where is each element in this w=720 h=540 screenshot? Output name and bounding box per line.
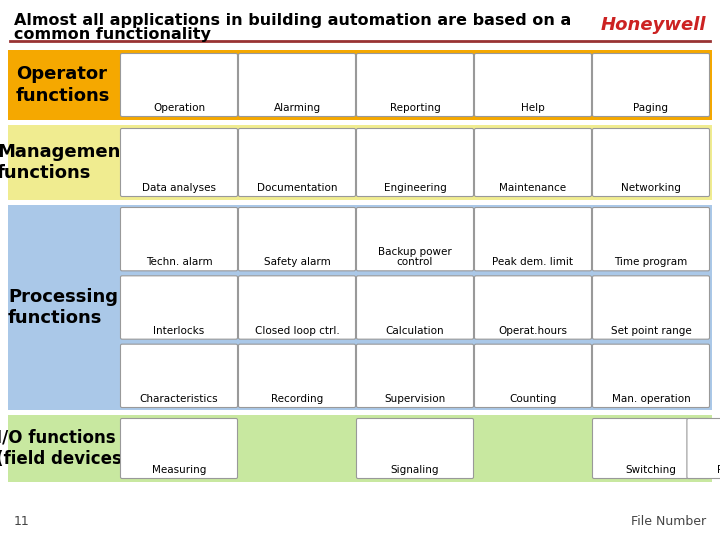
Text: Switching: Switching <box>626 465 676 475</box>
Text: Techn. alarm: Techn. alarm <box>145 258 212 267</box>
FancyBboxPatch shape <box>474 344 592 408</box>
Text: Documentation: Documentation <box>257 183 337 193</box>
Text: Honeywell: Honeywell <box>600 16 706 34</box>
FancyBboxPatch shape <box>356 129 474 197</box>
Text: 11: 11 <box>14 515 30 528</box>
Bar <box>8 415 712 482</box>
FancyBboxPatch shape <box>593 344 709 408</box>
FancyBboxPatch shape <box>593 53 709 117</box>
Bar <box>8 125 712 200</box>
Text: Counting: Counting <box>509 394 557 404</box>
Text: Peak dem. limit: Peak dem. limit <box>492 258 574 267</box>
FancyBboxPatch shape <box>356 418 474 478</box>
FancyBboxPatch shape <box>238 53 356 117</box>
Text: Signaling: Signaling <box>391 465 439 475</box>
FancyBboxPatch shape <box>120 207 238 271</box>
Text: Alarming: Alarming <box>274 103 320 113</box>
Text: Set point range: Set point range <box>611 326 691 336</box>
Text: Data analyses: Data analyses <box>142 183 216 193</box>
Text: Time program: Time program <box>614 258 688 267</box>
FancyBboxPatch shape <box>120 276 238 339</box>
FancyBboxPatch shape <box>120 344 238 408</box>
FancyBboxPatch shape <box>120 418 238 478</box>
Text: Calculation: Calculation <box>386 326 444 336</box>
FancyBboxPatch shape <box>238 276 356 339</box>
FancyBboxPatch shape <box>356 344 474 408</box>
Text: File Number: File Number <box>631 515 706 528</box>
Text: Help: Help <box>521 103 545 113</box>
Text: Man. operation: Man. operation <box>611 394 690 404</box>
Text: Characteristics: Characteristics <box>140 394 218 404</box>
FancyBboxPatch shape <box>238 344 356 408</box>
FancyBboxPatch shape <box>356 53 474 117</box>
FancyBboxPatch shape <box>474 53 592 117</box>
Text: Operation: Operation <box>153 103 205 113</box>
FancyBboxPatch shape <box>356 276 474 339</box>
FancyBboxPatch shape <box>593 207 709 271</box>
FancyBboxPatch shape <box>593 418 709 478</box>
Text: Backup power
control: Backup power control <box>378 247 452 267</box>
Bar <box>8 50 712 120</box>
Text: Networking: Networking <box>621 183 681 193</box>
FancyBboxPatch shape <box>474 129 592 197</box>
FancyBboxPatch shape <box>593 276 709 339</box>
FancyBboxPatch shape <box>356 207 474 271</box>
Text: Management
functions: Management functions <box>0 143 129 183</box>
Text: Engineering: Engineering <box>384 183 446 193</box>
Text: Maintenance: Maintenance <box>500 183 567 193</box>
Text: Positioning: Positioning <box>717 465 720 475</box>
FancyBboxPatch shape <box>120 53 238 117</box>
Text: Operator
functions: Operator functions <box>16 65 110 105</box>
FancyBboxPatch shape <box>238 207 356 271</box>
FancyBboxPatch shape <box>238 129 356 197</box>
Text: Closed loop ctrl.: Closed loop ctrl. <box>255 326 339 336</box>
FancyBboxPatch shape <box>687 418 720 478</box>
Text: Safety alarm: Safety alarm <box>264 258 330 267</box>
Text: Paging: Paging <box>634 103 668 113</box>
Text: Almost all applications in building automation are based on a: Almost all applications in building auto… <box>14 13 571 28</box>
Text: Supervision: Supervision <box>384 394 446 404</box>
Text: Operat.hours: Operat.hours <box>498 326 567 336</box>
Text: Recording: Recording <box>271 394 323 404</box>
Text: common functionality: common functionality <box>14 27 211 42</box>
Text: Measuring: Measuring <box>152 465 206 475</box>
Text: I/O functions
(field devices): I/O functions (field devices) <box>0 429 130 468</box>
Text: Interlocks: Interlocks <box>153 326 204 336</box>
Text: Reporting: Reporting <box>390 103 441 113</box>
FancyBboxPatch shape <box>474 276 592 339</box>
FancyBboxPatch shape <box>593 129 709 197</box>
Text: Processing
functions: Processing functions <box>8 288 118 327</box>
FancyBboxPatch shape <box>120 129 238 197</box>
FancyBboxPatch shape <box>474 207 592 271</box>
Bar <box>8 205 712 410</box>
